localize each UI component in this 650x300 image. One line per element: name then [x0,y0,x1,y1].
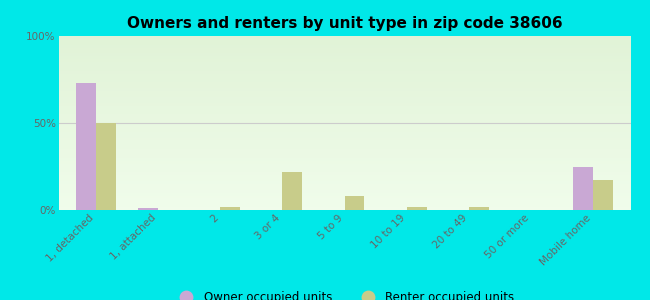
Bar [58,146,630,149]
Bar [58,76,630,80]
Bar [58,85,630,88]
Bar [407,206,426,210]
Bar [58,190,630,193]
Bar [58,126,630,129]
Bar [58,149,630,152]
Bar [58,74,630,76]
Bar [58,42,630,45]
Bar [58,114,630,117]
Bar [58,143,630,146]
Bar [58,111,630,114]
Bar [58,80,630,82]
Bar [58,178,630,181]
Bar [58,175,630,178]
Bar [58,201,630,204]
Bar [58,169,630,172]
Bar [58,97,630,100]
Bar [58,132,630,135]
Bar [58,103,630,106]
Bar [58,82,630,85]
Bar [58,71,630,74]
Bar [58,193,630,196]
Bar [138,208,158,210]
Bar [76,83,96,210]
Bar [58,161,630,164]
Bar [58,39,630,42]
Bar [58,56,630,59]
Bar [58,94,630,97]
Bar [58,167,630,170]
Bar [58,135,630,137]
Bar [58,123,630,126]
Bar [96,123,116,210]
Bar [573,167,593,210]
Bar [58,172,630,175]
Bar [58,45,630,48]
Bar [58,68,630,71]
Bar [58,140,630,143]
Bar [58,207,630,210]
Bar [58,181,630,184]
Bar [58,88,630,91]
Bar [58,198,630,201]
Bar [58,53,630,56]
Bar [58,164,630,166]
Bar [58,48,630,50]
Bar [220,206,240,210]
Bar [58,109,630,111]
Bar [469,206,489,210]
Bar [58,106,630,109]
Bar [58,152,630,155]
Bar [58,50,630,53]
Bar [58,158,630,161]
Bar [58,62,630,65]
Bar [58,155,630,158]
Bar [58,129,630,132]
Bar [58,100,630,103]
Title: Owners and renters by unit type in zip code 38606: Owners and renters by unit type in zip c… [127,16,562,31]
Bar [593,180,613,210]
Bar [58,65,630,68]
Bar [58,59,630,62]
Legend: Owner occupied units, Renter occupied units: Owner occupied units, Renter occupied un… [170,286,519,300]
Bar [344,196,365,210]
Bar [58,187,630,190]
Bar [58,196,630,198]
Bar [58,204,630,207]
Bar [58,184,630,187]
Bar [58,117,630,120]
Bar [58,36,630,39]
Bar [58,91,630,94]
Bar [58,120,630,123]
Bar [58,137,630,140]
Bar [282,172,302,210]
